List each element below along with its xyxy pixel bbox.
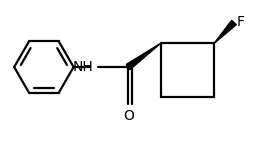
Polygon shape bbox=[214, 20, 236, 43]
Text: O: O bbox=[124, 109, 135, 123]
Text: F: F bbox=[237, 15, 245, 30]
Text: NH: NH bbox=[73, 60, 94, 74]
Polygon shape bbox=[126, 43, 161, 70]
